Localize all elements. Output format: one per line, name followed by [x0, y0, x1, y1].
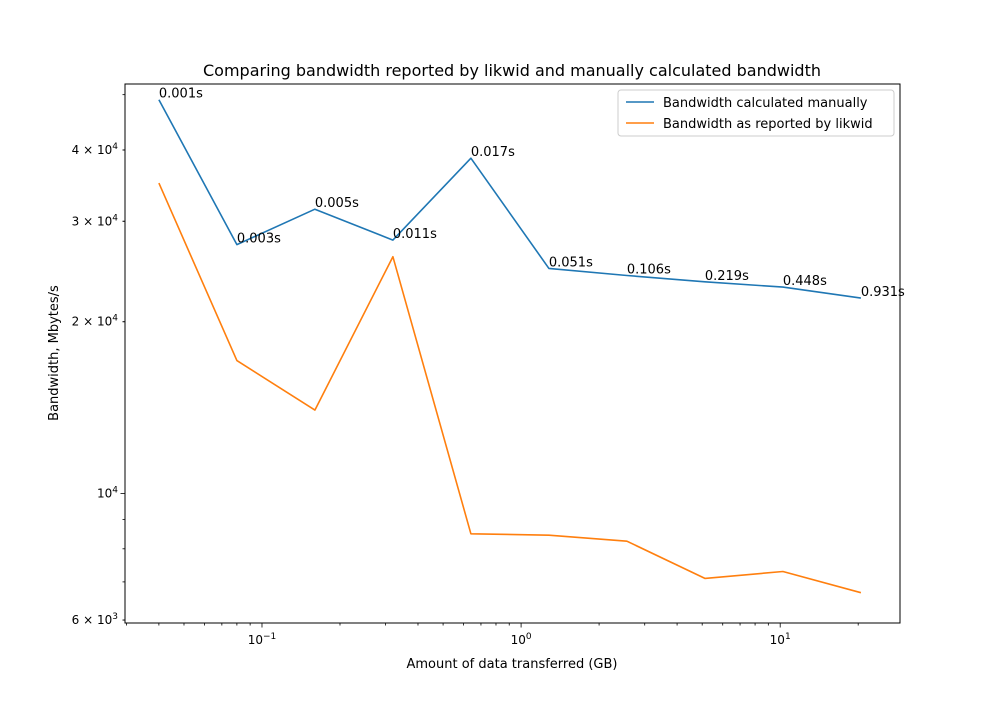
x-tick-label: 10−1: [248, 632, 277, 647]
x-tick-exponent: 0: [526, 632, 532, 642]
point-label: 0.051s: [549, 255, 593, 270]
y-tick-label: 6 × 103: [72, 612, 118, 627]
y-tick-base: 10: [97, 214, 112, 228]
y-tick-exponent: 4: [112, 314, 118, 324]
series-line-1: [158, 99, 862, 299]
y-tick-base: 10: [97, 143, 112, 157]
y-tick-exponent: 4: [112, 213, 118, 223]
x-tick-base: 10: [248, 633, 263, 647]
series-lines: [158, 99, 862, 594]
x-axis-label: Amount of data transferred (GB): [407, 657, 618, 672]
y-tick-base: 10: [97, 315, 112, 329]
y-tick-base: 10: [97, 487, 112, 501]
x-tick-base: 10: [511, 633, 526, 647]
point-label: 0.219s: [705, 269, 749, 284]
y-tick-label: 4 × 104: [72, 142, 119, 157]
y-tick-mantissa: 4 ×: [72, 143, 97, 157]
y-tick-base: 10: [97, 613, 112, 627]
x-tick-exponent: 1: [785, 632, 791, 642]
x-tick-label: 100: [511, 632, 532, 647]
y-tick-label: 2 × 104: [72, 314, 119, 329]
y-tick-exponent: 4: [112, 486, 118, 496]
point-label: 0.011s: [393, 227, 437, 242]
legend: Bandwidth calculated manually Bandwidth a…: [617, 89, 895, 137]
x-tick-label: 101: [770, 632, 791, 647]
point-label: 0.448s: [783, 274, 827, 289]
point-label: 0.106s: [627, 263, 671, 278]
series-line-2: [158, 182, 862, 594]
y-tick-exponent: 4: [112, 142, 118, 152]
point-label: 0.005s: [315, 196, 359, 211]
point-label: 0.017s: [471, 145, 515, 160]
point-labels: 0.001s 0.003s 0.005s 0.011s 0.017s 0.051s 0.10…: [159, 87, 905, 300]
x-tick-exponent: −1: [263, 632, 276, 642]
y-tick-label: 104: [97, 486, 118, 501]
point-label: 0.001s: [159, 87, 203, 102]
point-label: 0.003s: [237, 232, 281, 247]
y-axis-label: Bandwidth, Mbytes/s: [47, 285, 62, 421]
point-label: 0.931s: [861, 285, 905, 300]
y-tick-mantissa: 2 ×: [72, 315, 97, 329]
legend-label-2: Bandwidth as reported by likwid: [663, 117, 873, 132]
y-tick-exponent: 3: [112, 612, 118, 622]
y-tick-label: 3 × 104: [72, 213, 119, 228]
x-tick-base: 10: [770, 633, 785, 647]
legend-box: [617, 89, 895, 137]
y-tick-mantissa: 3 ×: [72, 214, 97, 228]
chart-title: Comparing bandwidth reported by likwid a…: [203, 61, 821, 80]
legend-label-1: Bandwidth calculated manually: [663, 96, 868, 111]
plot-frame: [124, 83, 901, 624]
y-tick-mantissa: 6 ×: [72, 613, 97, 627]
